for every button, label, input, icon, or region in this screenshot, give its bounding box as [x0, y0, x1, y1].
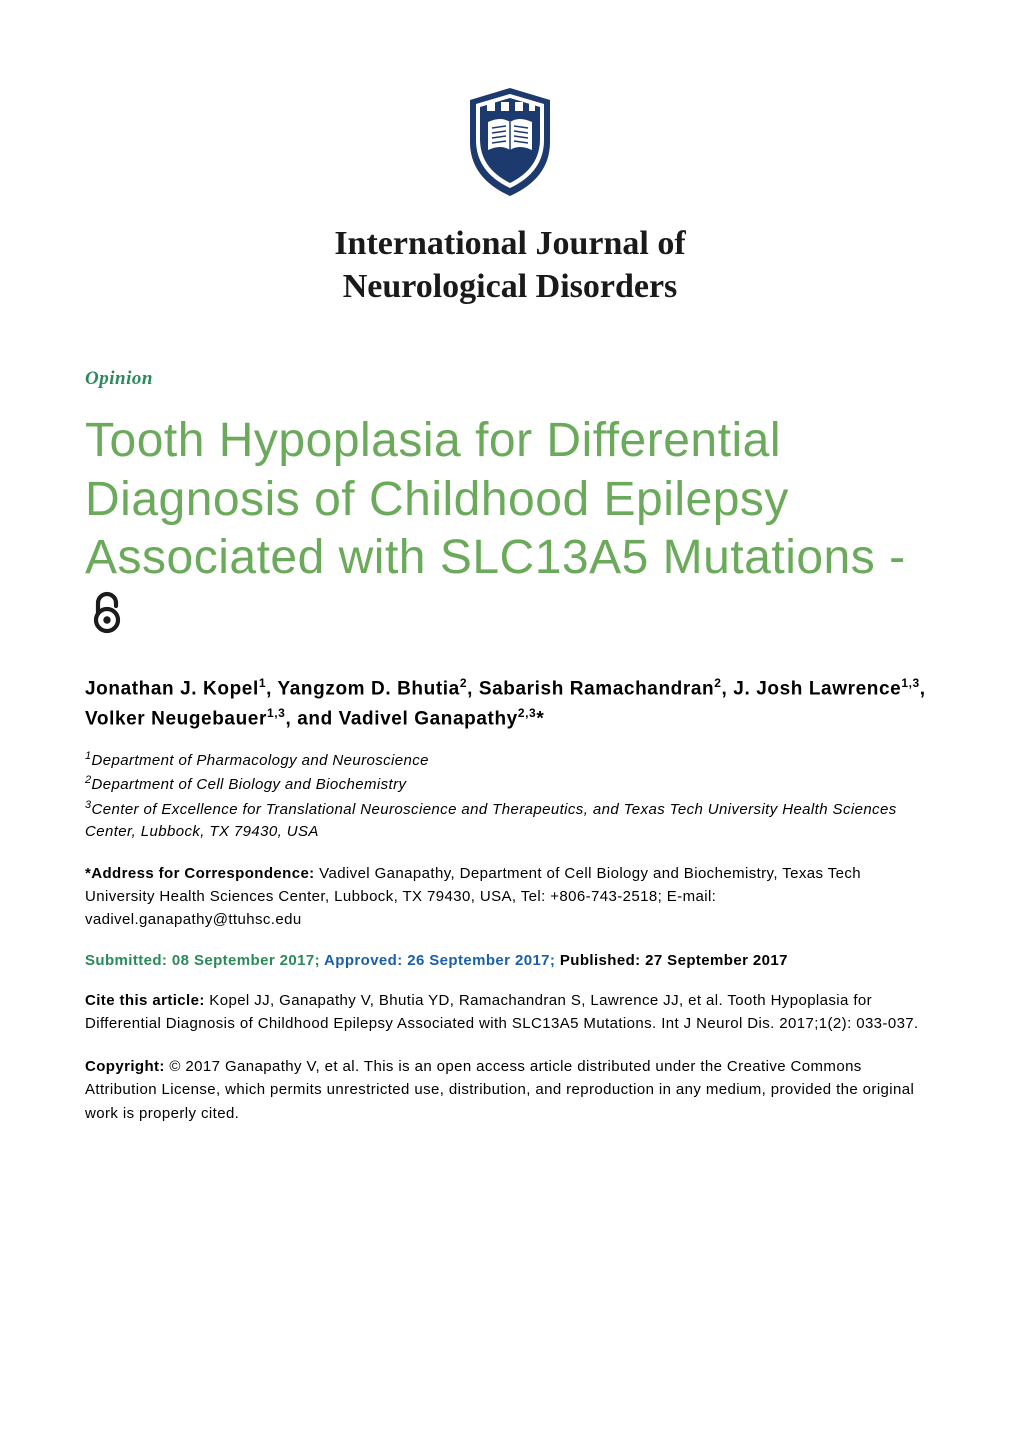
cite-text: Kopel JJ, Ganapathy V, Bhutia YD, Ramach… — [85, 992, 919, 1032]
copyright-text: © 2017 Ganapathy V, et al. This is an op… — [85, 1058, 914, 1122]
copyright-label: Copyright: — [85, 1058, 165, 1075]
journal-name: International Journal of Neurological Di… — [85, 223, 935, 308]
approved-value: 26 September 2017; — [403, 952, 560, 969]
title-line-3: Associated with SLC13A5 Mutations - — [85, 529, 935, 648]
affiliation-1: 1Department of Pharmacology and Neurosci… — [85, 748, 935, 773]
copyright-block: Copyright: © 2017 Ganapathy V, et al. Th… — [85, 1055, 935, 1125]
affiliations-block: 1Department of Pharmacology and Neurosci… — [85, 748, 935, 844]
cite-label: Cite this article: — [85, 992, 205, 1009]
journal-name-line1: International Journal of — [334, 225, 685, 262]
journal-name-line2: Neurological Disorders — [343, 268, 678, 305]
dates-line: Submitted: 08 September 2017; Approved: … — [85, 952, 935, 969]
correspondence-block: *Address for Correspondence: Vadivel Gan… — [85, 862, 935, 932]
submitted-value: 08 September 2017; — [167, 952, 324, 969]
published-label: Published: — [560, 952, 641, 969]
submitted-label: Submitted: — [85, 952, 167, 969]
journal-logo-icon — [455, 80, 565, 205]
approved-label: Approved: — [324, 952, 403, 969]
page-container: International Journal of Neurological Di… — [0, 0, 1020, 1185]
article-title: Tooth Hypoplasia for Differential Diagno… — [85, 412, 935, 648]
title-line-2: Diagnosis of Childhood Epilepsy — [85, 471, 935, 530]
open-access-icon — [89, 592, 125, 645]
affiliation-3: 3Center of Excellence for Translational … — [85, 797, 935, 844]
affiliation-2: 2Department of Cell Biology and Biochemi… — [85, 772, 935, 797]
journal-logo-wrap — [85, 80, 935, 205]
cite-block: Cite this article: Kopel JJ, Ganapathy V… — [85, 989, 935, 1036]
article-type: Opinion — [85, 368, 935, 390]
authors-line: Jonathan J. Kopel1, Yangzom D. Bhutia2, … — [85, 674, 935, 734]
title-line-1: Tooth Hypoplasia for Differential — [85, 412, 935, 471]
published-value: 27 September 2017 — [641, 952, 788, 969]
correspondence-label: *Address for Correspondence: — [85, 865, 315, 882]
